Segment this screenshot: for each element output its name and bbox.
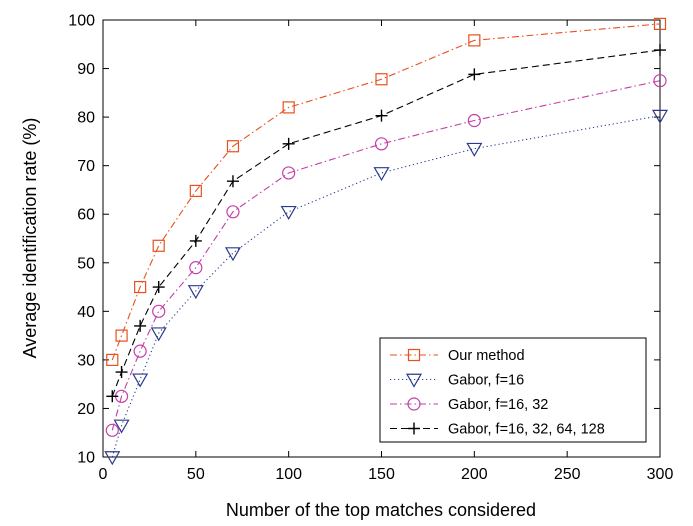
data-point [152,281,165,294]
data-point [653,74,667,88]
y-tick-label: 80 [77,110,95,127]
data-point [105,423,119,437]
data-point [226,140,240,153]
x-axis-label: Number of the top matches considered [226,500,536,520]
series-4 [106,44,666,403]
data-point [468,68,481,81]
data-point [189,234,202,247]
series-line [111,80,661,431]
data-point [113,419,130,434]
legend-marker [407,348,421,362]
y-tick-label: 100 [68,13,95,30]
y-tick-label: 60 [77,207,95,224]
legend-label: Gabor, f=16, 32 [448,397,548,413]
x-tick-label: 50 [187,466,205,483]
legend-marker [408,422,420,435]
data-point [132,373,149,388]
y-tick-label: 20 [77,401,95,418]
data-point [189,184,202,198]
data-point [374,137,389,151]
data-point [134,280,147,294]
legend-label: Gabor, f=16 [448,373,524,389]
legend-label: Gabor, f=16, 32, 64, 128 [448,422,605,438]
data-point [115,329,128,342]
data-point [104,451,121,466]
data-point [226,175,239,188]
data-point [654,44,666,57]
data-point [468,34,481,47]
data-point [282,137,295,150]
series-3 [105,74,667,437]
y-tick-label: 10 [77,450,95,467]
series-line [111,49,661,397]
data-point [282,166,296,180]
x-tick-label: 0 [99,466,108,483]
data-point [226,205,240,219]
data-point [134,319,147,332]
x-tick-label: 200 [461,466,488,483]
data-point [653,17,667,30]
data-point [115,366,128,379]
data-point [466,142,483,157]
data-point [375,109,388,122]
data-point [189,261,203,275]
data-point [106,390,119,403]
data-point [375,73,388,86]
data-point [373,167,390,182]
data-point [152,239,165,252]
y-tick-label: 40 [77,304,95,321]
data-point [224,247,242,262]
data-point [282,101,295,114]
legend-marker [407,397,421,411]
legend-label: Our method [448,348,525,364]
y-tick-label: 30 [77,352,95,369]
data-point [280,205,297,221]
series-1 [106,17,667,366]
data-point [187,285,204,300]
legend-marker [405,373,423,388]
y-axis-label: Average identification rate (%) [20,118,40,359]
series-2 [104,109,669,466]
x-tick-label: 250 [554,466,581,483]
data-point [467,113,481,128]
data-point [133,344,147,358]
y-tick-label: 90 [77,61,95,78]
x-tick-label: 100 [275,466,302,483]
x-tick-label: 150 [368,466,395,483]
data-point [152,304,166,318]
series-layer [104,17,669,466]
legend: Our method Gabor, f=16 Gabor, f=16, 32 Gabo… [379,337,647,443]
data-point [150,327,167,342]
y-tick-label: 50 [77,255,95,272]
x-axis-ticks: 0 50 100 150 200 250 300 [99,20,674,483]
data-point [651,109,669,124]
data-point [106,353,119,366]
series-line [111,23,661,361]
x-tick-label: 300 [647,466,674,483]
y-axis-ticks: 10 20 30 40 50 60 70 80 90 100 [68,13,660,467]
y-tick-label: 70 [77,158,95,175]
